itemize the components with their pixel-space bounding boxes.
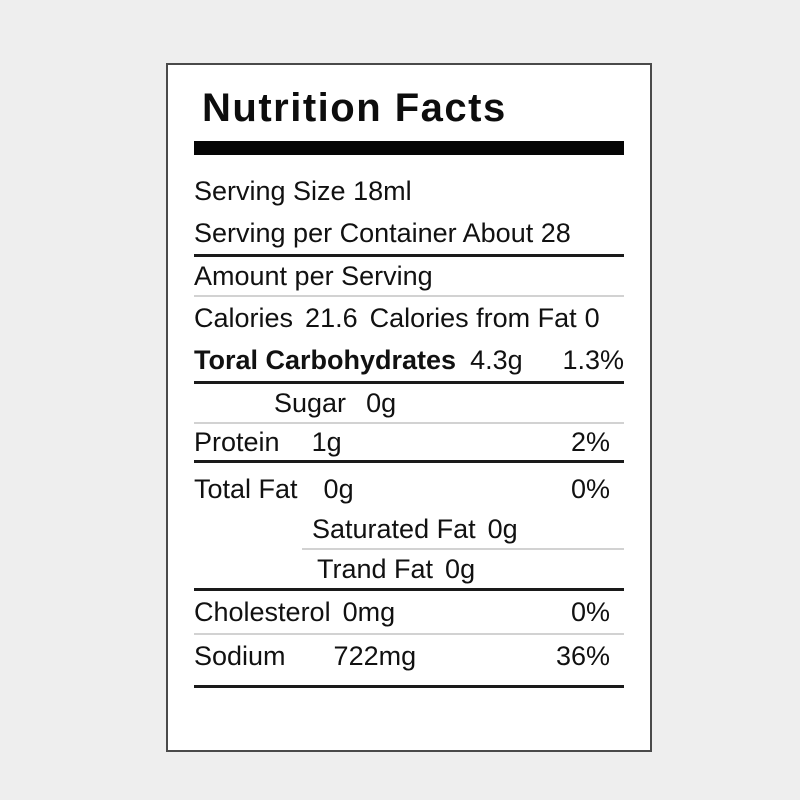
sugar-value: 0g <box>366 388 397 418</box>
carb-left: Toral Carbohydrates 4.3g <box>194 339 523 381</box>
row-sodium: Sodium 722mg 36% <box>194 635 624 677</box>
serving-size-text: Serving Size 18ml <box>194 176 412 206</box>
rule-dark <box>194 460 624 463</box>
row-total-fat: Total Fat 0g 0% <box>194 468 624 510</box>
sodium-value: 722mg <box>333 641 417 671</box>
label-content: Nutrition Facts Serving Size 18ml Servin… <box>194 85 624 688</box>
servings-per-container-text: Serving per Container About 28 <box>194 218 571 248</box>
calories-from-fat-value: 0 <box>584 303 600 333</box>
calories-label: Calories <box>194 303 294 333</box>
total-carbohydrates-value: 4.3g <box>470 345 523 375</box>
rule-light-indented <box>302 548 624 550</box>
total-fat-label: Total Fat <box>194 474 298 504</box>
rule-light <box>194 422 624 424</box>
saturated-fat-label: Saturated Fat <box>312 514 476 544</box>
row-serving-size: Serving Size 18ml <box>194 170 624 212</box>
sodium-left: Sodium 722mg <box>194 635 416 677</box>
sugar-label: Sugar <box>274 388 347 418</box>
row-total-carbohydrates: Toral Carbohydrates 4.3g 1.3% <box>194 339 624 381</box>
rule-dark <box>194 381 624 384</box>
cholesterol-value: 0mg <box>342 597 396 627</box>
cholesterol-label: Cholesterol <box>194 597 331 627</box>
header-thick-bar <box>194 141 624 155</box>
row-trans-fat: Trand Fat 0g <box>194 550 624 588</box>
label-title: Nutrition Facts <box>202 86 507 130</box>
sodium-daily-value: 36% <box>555 641 610 671</box>
total-fat-value: 0g <box>323 474 354 504</box>
nutrition-label: Nutrition Facts Serving Size 18ml Servin… <box>166 63 652 752</box>
protein-value: 1g <box>311 427 342 457</box>
total-fat-left: Total Fat 0g <box>194 468 354 510</box>
trans-fat-label: Trand Fat <box>317 554 434 584</box>
cholesterol-left: Cholesterol 0mg <box>194 591 395 633</box>
amount-per-serving-text: Amount per Serving <box>194 261 433 291</box>
total-carbohydrates-daily-value: 1.3% <box>562 345 624 375</box>
row-saturated-fat: Saturated Fat 0g <box>194 510 624 548</box>
saturated-fat-value: 0g <box>487 514 518 544</box>
trans-fat-value: 0g <box>445 554 476 584</box>
row-cholesterol: Cholesterol 0mg 0% <box>194 591 624 633</box>
row-servings-per-container: Serving per Container About 28 <box>194 212 624 254</box>
row-calories: Calories 21.6 Calories from Fat 0 <box>194 297 624 339</box>
rule-dark <box>194 588 624 591</box>
protein-left: Protein 1g <box>194 424 342 460</box>
rule-light <box>194 295 624 297</box>
cholesterol-daily-value: 0% <box>570 597 610 627</box>
calories-from-fat-label: Calories from Fat <box>369 303 577 333</box>
row-sugar: Sugar 0g <box>194 384 624 422</box>
rule-dark-final <box>194 685 624 688</box>
protein-daily-value: 2% <box>570 427 610 457</box>
sodium-label: Sodium <box>194 641 286 671</box>
rule-light <box>194 633 624 635</box>
total-fat-daily-value: 0% <box>570 474 610 504</box>
rule-dark <box>194 254 624 257</box>
total-carbohydrates-label: Toral Carbohydrates <box>194 345 457 375</box>
row-amount-per-serving: Amount per Serving <box>194 257 624 295</box>
protein-label: Protein <box>194 427 280 457</box>
calories-value: 21.6 <box>305 303 358 333</box>
row-protein: Protein 1g 2% <box>194 424 624 460</box>
